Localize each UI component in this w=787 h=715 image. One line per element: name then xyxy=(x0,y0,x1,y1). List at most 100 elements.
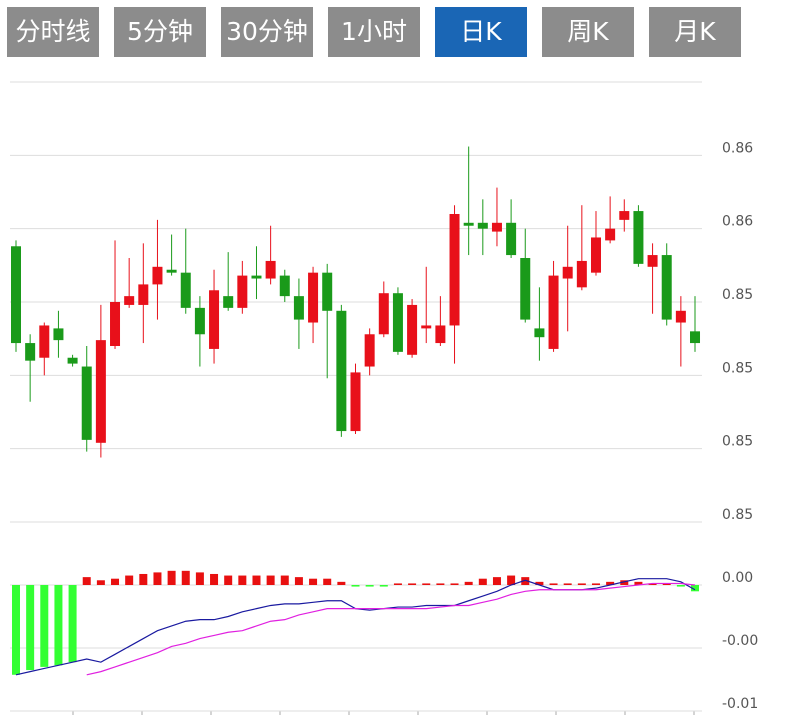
macd-bar xyxy=(676,585,685,587)
candle-body xyxy=(562,266,573,279)
macd-bar xyxy=(181,570,190,585)
macd-bar xyxy=(591,583,600,585)
y-tick-label: 0.86 xyxy=(722,140,753,156)
candle-body xyxy=(675,310,686,323)
macd-bar xyxy=(125,575,134,585)
macd-bar xyxy=(12,585,20,675)
candle-body xyxy=(81,366,92,440)
macd-bar xyxy=(436,583,445,585)
macd-bar xyxy=(606,581,615,585)
candle-body xyxy=(435,325,446,344)
candle-body xyxy=(39,325,50,358)
macd-bar xyxy=(634,581,643,585)
macd-bar xyxy=(662,583,671,585)
candle-body xyxy=(152,266,163,285)
macd-line xyxy=(15,578,696,676)
macd-bar xyxy=(507,575,516,585)
macd-bar xyxy=(563,583,572,585)
candle-body xyxy=(138,284,149,305)
y-tick-label: 0.00 xyxy=(722,570,753,586)
candle-body xyxy=(463,222,474,226)
candle-body xyxy=(308,272,319,323)
candle-body xyxy=(619,211,630,220)
candle-body xyxy=(690,331,701,344)
macd-bar xyxy=(153,572,162,585)
candle-body xyxy=(647,255,658,267)
tab[interactable]: 月K xyxy=(649,7,741,57)
tab[interactable]: 日K xyxy=(435,7,527,57)
macd-bar xyxy=(393,583,402,585)
macd-bar xyxy=(535,581,544,585)
candle-body xyxy=(576,260,587,288)
macd-bar xyxy=(379,585,388,587)
candle-body xyxy=(548,275,559,349)
macd-bar xyxy=(224,575,233,585)
macd-bar xyxy=(478,578,487,585)
candle-body xyxy=(491,222,502,232)
candle-body xyxy=(336,310,347,432)
tab[interactable]: 30分钟 xyxy=(221,7,313,57)
candle-body xyxy=(279,275,290,297)
macd-bar xyxy=(96,580,105,585)
macd-bar xyxy=(620,580,629,585)
candle-body xyxy=(534,328,545,338)
candle-body xyxy=(237,275,248,308)
candle-body xyxy=(506,222,517,256)
macd-bar xyxy=(195,572,204,585)
candle-body xyxy=(265,260,276,279)
macd-bar xyxy=(337,581,346,585)
tab-bar: 分时线 5分钟 30分钟 1小时 日K 周K 月K xyxy=(0,0,787,60)
candle-body xyxy=(364,334,375,367)
y-tick-label: 0.86 xyxy=(722,214,753,230)
candle-body xyxy=(110,302,121,346)
macd-bar xyxy=(26,585,35,671)
candle-body xyxy=(477,222,488,229)
macd-bar xyxy=(521,577,530,585)
macd-bar xyxy=(167,570,176,585)
candle-body xyxy=(67,357,78,364)
macd-bar xyxy=(82,577,91,585)
candle-body xyxy=(392,293,403,352)
macd-bar xyxy=(54,585,63,666)
candle-body xyxy=(590,237,601,273)
macd-bar xyxy=(238,575,247,585)
macd-bar xyxy=(577,583,586,585)
candle-body xyxy=(223,296,234,308)
y-tick-label: 0.85 xyxy=(722,434,753,450)
y-tick-label: -0.00 xyxy=(722,633,758,649)
y-tick-label: 0.85 xyxy=(722,507,753,523)
macd-bar xyxy=(323,578,332,585)
candle-body xyxy=(11,246,21,344)
macd-bar xyxy=(450,583,459,585)
macd-bar xyxy=(351,585,360,587)
candle-body xyxy=(633,211,644,264)
tab[interactable]: 1小时 xyxy=(328,7,420,57)
macd-bar xyxy=(68,585,77,663)
macd-bar xyxy=(492,577,501,585)
y-tick-label: -0.01 xyxy=(722,696,758,712)
macd-bar xyxy=(422,583,431,585)
macd-bar xyxy=(309,578,318,585)
macd-bar xyxy=(464,581,473,585)
macd-bar xyxy=(408,583,417,585)
y-tick-label: 0.85 xyxy=(722,287,753,303)
candle-body xyxy=(53,328,64,341)
tab[interactable]: 分时线 xyxy=(7,7,99,57)
candle-body xyxy=(520,258,531,320)
candle-body xyxy=(378,293,389,335)
macd-bar xyxy=(266,575,275,585)
y-tick-label: 0.85 xyxy=(722,360,753,376)
macd-bar xyxy=(549,583,558,585)
macd-line xyxy=(86,582,696,676)
macd-bar xyxy=(252,575,261,585)
macd-bar xyxy=(40,585,49,667)
macd-bar xyxy=(111,578,120,585)
tab[interactable]: 5分钟 xyxy=(114,7,206,57)
macd-bar xyxy=(648,583,657,585)
candle-body xyxy=(661,255,672,320)
tab[interactable]: 周K xyxy=(542,7,634,57)
macd-bar xyxy=(280,575,289,585)
macd-bar xyxy=(294,577,303,585)
